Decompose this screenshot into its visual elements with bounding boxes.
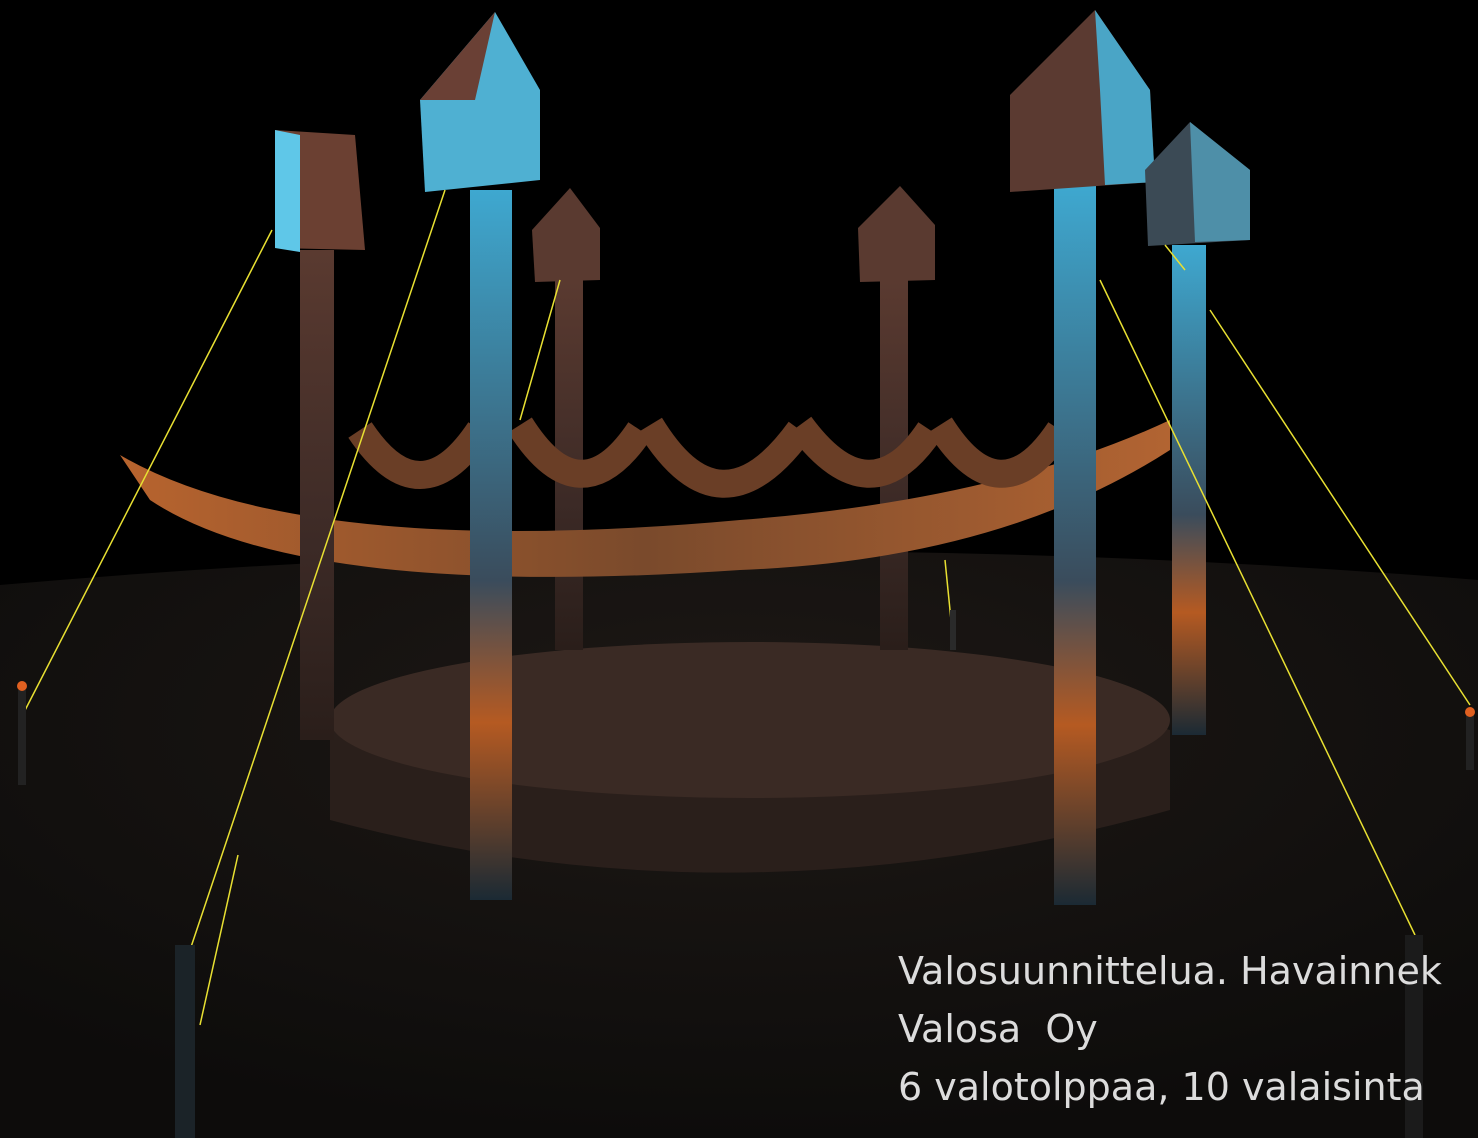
caption-line: Valosuunnittelua. Havainnek: [898, 949, 1442, 993]
arches: [348, 416, 1072, 498]
caption: Valosuunnittelua. Havainnek Valosa Oy 6 va…: [898, 942, 1478, 1116]
fixtures: [17, 610, 1475, 1138]
caption-line: Valosa Oy: [898, 1007, 1098, 1051]
light-rays: [19, 189, 1471, 1026]
lamp-heads: [275, 10, 1250, 282]
pole: [1054, 185, 1096, 905]
pole: [470, 190, 512, 900]
platform-top: [330, 642, 1170, 798]
pole: [300, 250, 334, 740]
beam: [120, 420, 1170, 577]
caption-line: 6 valotolppaa, 10 valaisinta: [898, 1065, 1425, 1109]
